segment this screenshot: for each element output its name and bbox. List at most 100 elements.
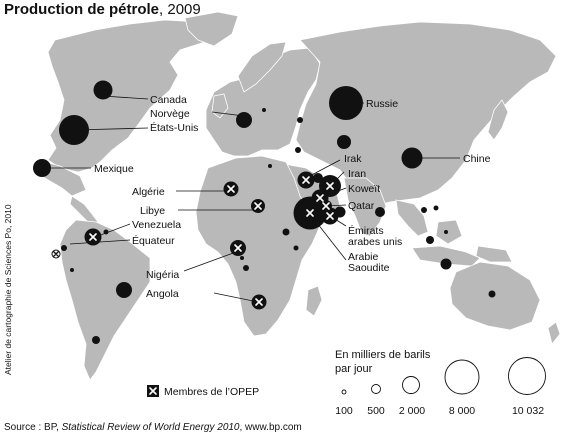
opep-x-libye: [254, 202, 262, 210]
minor-circle: [444, 230, 448, 234]
label-line: Équateur: [132, 234, 175, 247]
circle-mexique: [33, 159, 51, 177]
minor-circle: [375, 207, 385, 217]
legend-size-label-8000: 8 000: [449, 405, 475, 417]
circle-chine: [401, 147, 423, 169]
minor-circle: [92, 336, 100, 344]
label-mexique: Mexique: [94, 163, 134, 175]
leader-equateur: [69, 239, 131, 245]
label-line: Chine: [463, 153, 491, 165]
label-norvege: Norvège: [150, 108, 190, 120]
legend-opep: Membres de l’OPEP: [147, 385, 259, 398]
legend-size-circle-10032: [508, 357, 546, 395]
label-angola: Angola: [146, 288, 179, 300]
label-line: Russie: [366, 98, 398, 110]
land-se-asia: [395, 199, 429, 237]
land-japan: [487, 99, 509, 141]
circle-norvege: [236, 112, 252, 128]
opep-x-emirats: [326, 212, 334, 220]
land-borneo: [435, 219, 463, 245]
label-arabie: Arabie Saoudite: [348, 251, 390, 274]
land-new-guinea: [475, 245, 513, 263]
label-line: Qatar: [348, 200, 375, 212]
label-line: Libye: [140, 205, 165, 217]
legend-opep-x: [149, 387, 157, 395]
label-line: Koweït: [348, 183, 380, 195]
circle-etats-unis: [59, 115, 89, 145]
opep-x-equateur: [52, 250, 60, 258]
minor-circle: [240, 256, 244, 260]
label-line: Saoudite: [348, 262, 390, 274]
minor-circle: [295, 147, 301, 153]
label-line: Mexique: [94, 163, 134, 175]
land-asia: [295, 21, 557, 207]
minor-circle: [297, 117, 303, 123]
legend-size-label-2000: 2 000: [399, 405, 425, 417]
label-line: Iran: [348, 168, 366, 180]
legend-size-title-2: par jour: [335, 363, 373, 375]
circle-russie: [329, 86, 363, 120]
label-line: Nigéria: [146, 269, 179, 281]
minor-circle: [70, 268, 74, 272]
label-line: Algérie: [132, 186, 165, 198]
label-chine: Chine: [463, 153, 491, 165]
opep-x-venezuela: [89, 233, 97, 241]
circle-canada: [93, 80, 113, 100]
production-circles: [33, 80, 423, 310]
minor-circle: [103, 229, 109, 235]
label-iran: Iran: [348, 168, 366, 180]
label-line: Angola: [146, 288, 179, 300]
title-year: , 2009: [159, 1, 201, 18]
label-irak: Irak: [344, 153, 362, 165]
land-indonesia: [411, 245, 481, 267]
country-labels: Canada Norvège États-Unis Mexique Russie…: [94, 94, 491, 300]
legend-size-label-10032: 10 032: [512, 405, 544, 417]
land-layer: [35, 11, 561, 381]
land-scandinavia: [237, 41, 287, 93]
minor-circle: [61, 245, 67, 251]
minor-circle: [313, 173, 323, 183]
minor-circle: [282, 228, 290, 236]
label-line: arabes unis: [348, 236, 402, 248]
legend-size-label-100: 100: [335, 405, 353, 417]
legend-size-label-500: 500: [367, 405, 385, 417]
label-qatar: Qatar: [348, 200, 375, 212]
label-venezuela: Venezuela: [132, 219, 181, 231]
label-emirats: Émirats arabes unis: [348, 224, 402, 248]
source-prefix: Source : BP,: [4, 422, 62, 433]
minor-circle: [243, 265, 249, 271]
label-equateur: Équateur: [132, 234, 175, 247]
minor-circle: [337, 135, 351, 149]
label-nigeria: Nigéria: [146, 269, 179, 281]
opep-x-iran: [326, 182, 334, 190]
leader-nigeria: [183, 251, 237, 272]
map-title: Production de pétrole, 2009: [4, 1, 201, 18]
source-suffix: , www.bp.com: [239, 422, 302, 433]
legend-size-circle-100: [341, 389, 347, 395]
land-australia: [449, 261, 541, 331]
minor-circle: [426, 236, 434, 244]
land-greenland: [184, 11, 239, 47]
opep-x-algerie: [227, 185, 235, 193]
minor-circle: [116, 282, 132, 298]
label-line: Canada: [150, 94, 187, 106]
land-new-zealand: [547, 321, 561, 345]
opep-x-koweit: [316, 194, 324, 202]
label-line: Irak: [344, 153, 362, 165]
minor-circle: [334, 206, 346, 218]
label-libye: Libye: [140, 205, 165, 217]
land-south-america: [59, 219, 151, 381]
source-note: Source : BP, Statistical Review of World…: [4, 422, 302, 433]
land-india: [343, 177, 387, 237]
opep-x-irak: [302, 176, 310, 184]
leader-canada: [102, 95, 149, 100]
minor-circle: [293, 245, 299, 251]
label-algerie: Algérie: [132, 186, 165, 198]
label-line: Venezuela: [132, 219, 181, 231]
label-russie: Russie: [366, 98, 398, 110]
label-line: Arabie: [348, 251, 379, 263]
legend-size-title-1: En milliers de barils: [335, 349, 431, 361]
legend-opep-label: Membres de l’OPEP: [164, 386, 259, 398]
leader-venezuela: [97, 223, 131, 237]
